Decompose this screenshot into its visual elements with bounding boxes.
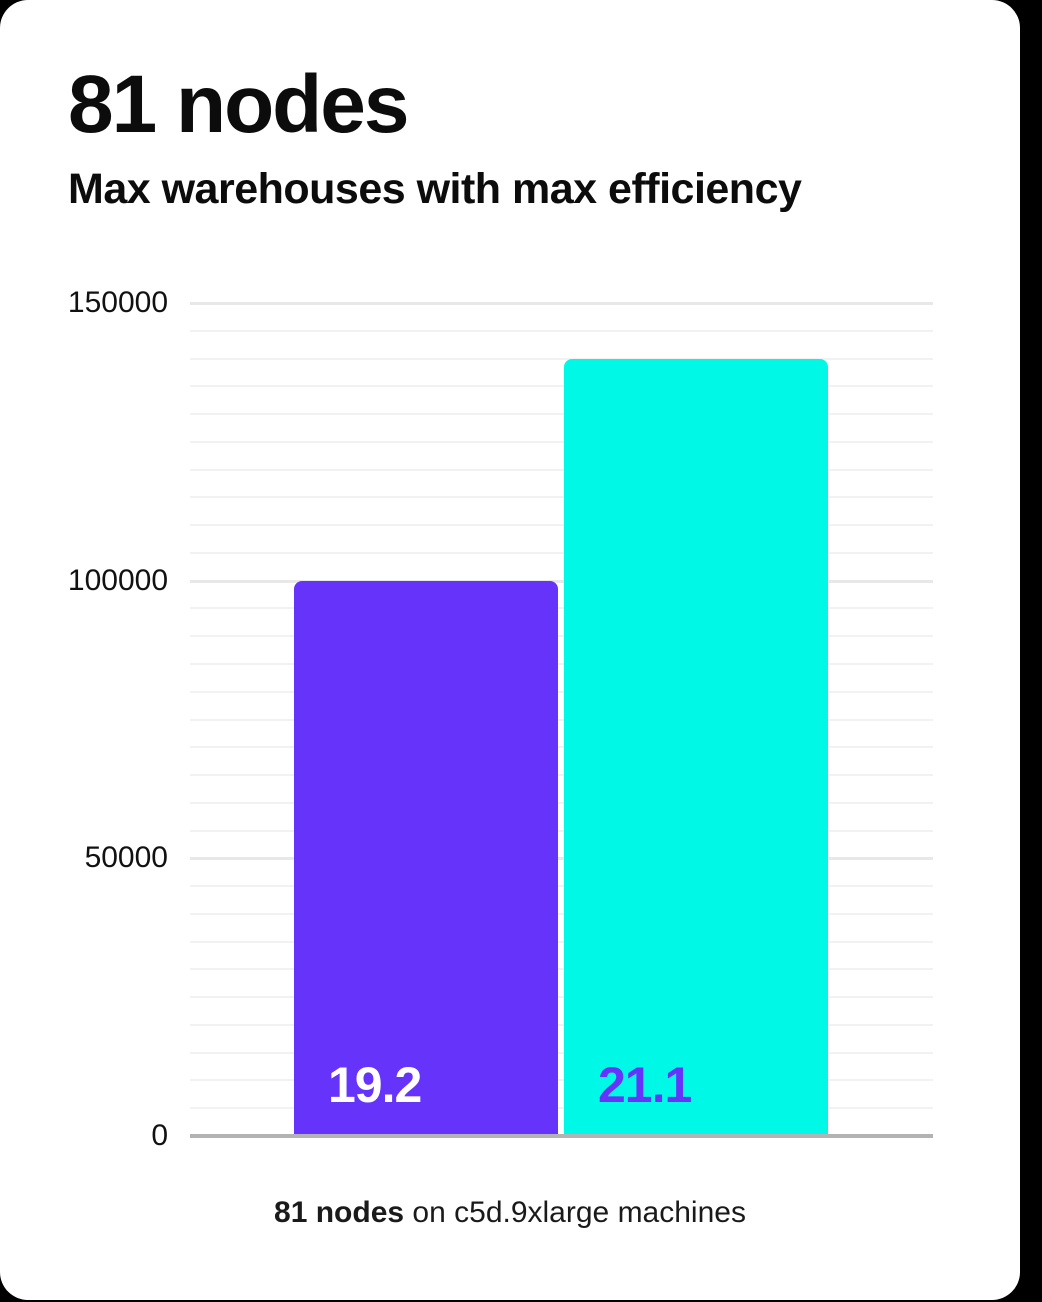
- benchmark-card: 81 nodes Max warehouses with max efficie…: [0, 0, 1020, 1300]
- minor-gridline: [190, 829, 933, 832]
- x-axis-line: [190, 1134, 933, 1138]
- bar-value-label: 19.2: [328, 1057, 422, 1113]
- minor-gridline: [190, 413, 933, 416]
- caption-regular-text: on c5d.9xlarge machines: [404, 1196, 746, 1229]
- minor-gridline: [190, 607, 933, 610]
- minor-gridline: [190, 662, 933, 665]
- minor-gridline: [190, 996, 933, 999]
- bar-v19.2: 19.2: [294, 580, 558, 1136]
- plot-area: 19.2 21.1: [190, 302, 933, 1138]
- y-axis-tick-label: 50000: [84, 841, 168, 875]
- major-gridline: [190, 579, 933, 583]
- page-subtitle: Max warehouses with max efficiency: [68, 165, 802, 213]
- minor-gridline: [190, 468, 933, 471]
- minor-gridline: [190, 940, 933, 943]
- minor-gridline: [190, 635, 933, 638]
- minor-gridline: [190, 885, 933, 888]
- bar-v21.1: 21.1: [564, 358, 828, 1136]
- minor-gridline: [190, 1023, 933, 1026]
- minor-gridline: [190, 968, 933, 971]
- minor-gridline: [190, 774, 933, 777]
- y-axis-tick-label: 150000: [67, 286, 168, 319]
- bar-value-label: 21.1: [598, 1057, 692, 1113]
- y-axis-tick-label: 0: [151, 1119, 168, 1152]
- minor-gridline: [190, 357, 933, 360]
- minor-gridline: [190, 801, 933, 804]
- minor-gridline: [190, 329, 933, 332]
- minor-gridline: [190, 1107, 933, 1110]
- caption-bold-text: 81 nodes: [274, 1196, 405, 1229]
- minor-gridline: [190, 718, 933, 721]
- minor-gridline: [190, 1051, 933, 1054]
- y-axis-labels: 0 50000 100000 150000: [0, 286, 168, 1152]
- minor-gridline: [190, 912, 933, 915]
- minor-gridline: [190, 1079, 933, 1082]
- minor-gridline: [190, 690, 933, 693]
- minor-gridline: [190, 746, 933, 749]
- y-axis-tick-label: 100000: [67, 563, 168, 597]
- minor-gridline: [190, 385, 933, 388]
- minor-gridline: [190, 551, 933, 554]
- page-title: 81 nodes: [68, 59, 409, 150]
- major-gridline: [190, 857, 933, 861]
- chart-caption: 81 nodes on c5d.9xlarge machines: [0, 1196, 1020, 1230]
- major-gridline: [190, 302, 933, 305]
- minor-gridline: [190, 524, 933, 527]
- bar-chart: 0 50000 100000 150000 19.2 21.1: [0, 286, 1020, 1152]
- minor-gridline: [190, 496, 933, 499]
- minor-gridline: [190, 440, 933, 443]
